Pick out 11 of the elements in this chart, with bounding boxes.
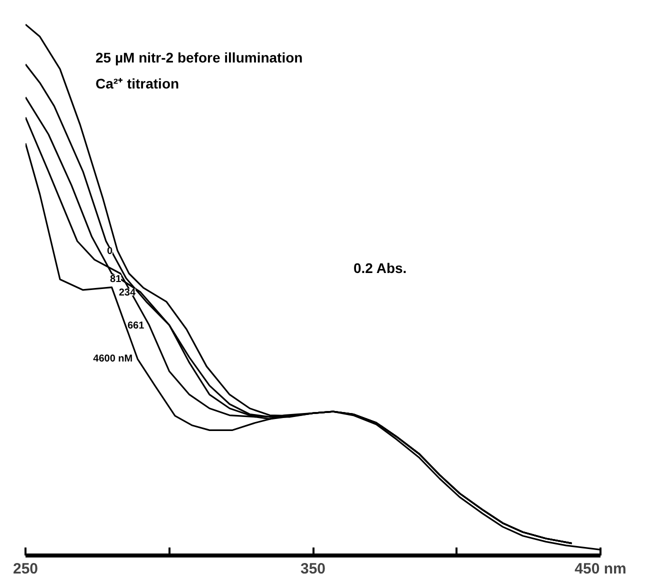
annotation: Ca²⁺ titration bbox=[96, 76, 180, 92]
series-label: 661 bbox=[127, 320, 145, 332]
series-label: 0 bbox=[106, 246, 113, 258]
x-tick-label: 250 bbox=[12, 560, 38, 578]
x-tick-label: 350 bbox=[300, 560, 326, 578]
annotation: 25 µM nitr-2 before illumination bbox=[96, 50, 303, 66]
series-label: 234 bbox=[118, 288, 136, 299]
series-label: 81 bbox=[110, 274, 122, 285]
series-label: 4600 nM bbox=[93, 354, 133, 365]
annotation: 0.2 Abs. bbox=[354, 260, 407, 276]
x-tick-label: 450 nm bbox=[574, 560, 626, 578]
